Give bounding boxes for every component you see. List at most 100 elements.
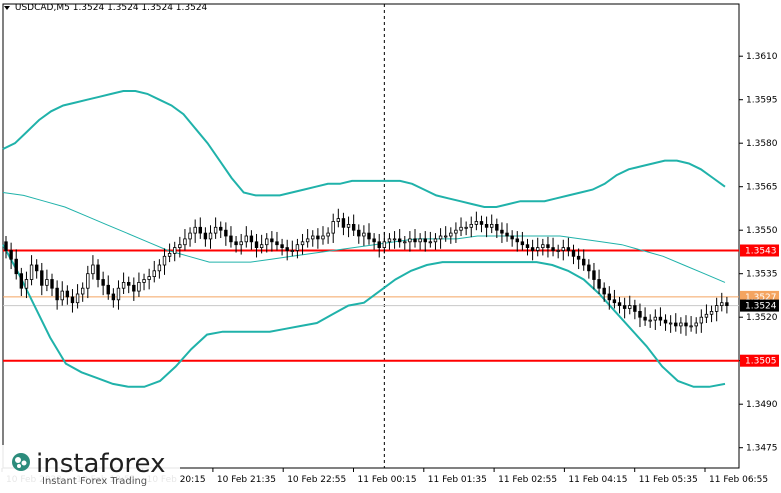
candle-body	[285, 247, 289, 251]
symbol-label: USDCAD,M5	[14, 3, 70, 13]
candle-body	[80, 287, 85, 295]
candle	[346, 216, 351, 238]
candle-body	[50, 279, 54, 289]
candle	[183, 229, 187, 251]
candle-body	[270, 238, 274, 243]
candle	[188, 227, 192, 247]
candle	[515, 231, 519, 252]
support-price-label: 1.3505	[745, 357, 777, 367]
candle-body	[183, 238, 187, 246]
candle	[694, 317, 698, 334]
candle-body	[469, 223, 473, 228]
candle-body	[643, 316, 647, 321]
candle-body	[346, 223, 351, 228]
candle-body	[510, 235, 514, 240]
candle	[142, 273, 146, 291]
current-price-label: 1.3524	[745, 302, 777, 312]
candle	[602, 282, 606, 302]
candle	[714, 297, 719, 322]
candle	[331, 213, 335, 243]
candle-body	[704, 313, 709, 318]
candle	[290, 240, 295, 257]
candle	[674, 313, 678, 332]
candle	[433, 233, 438, 250]
candle	[449, 227, 453, 244]
x-tick-label: 10 Feb 21:35	[217, 475, 276, 485]
candle-body	[45, 279, 49, 286]
support-price-tag	[740, 354, 779, 367]
candle-body	[96, 264, 100, 280]
candle-body	[341, 218, 346, 228]
x-tick-label: 11 Feb 04:15	[568, 475, 627, 485]
candle-body	[612, 299, 617, 304]
candle	[443, 226, 448, 242]
candle	[556, 244, 560, 259]
candle	[536, 237, 540, 257]
candle-body	[75, 293, 80, 304]
candle-body	[213, 226, 218, 234]
dropdown-triangle-icon[interactable]	[4, 5, 10, 10]
candle	[633, 299, 637, 320]
candle	[576, 248, 581, 270]
candle	[490, 214, 494, 234]
candle-body	[617, 302, 622, 307]
level-price-label: 1.3527	[745, 293, 777, 303]
watermark-backdrop	[0, 445, 180, 489]
candle-body	[55, 287, 59, 301]
candle-body	[392, 238, 397, 241]
candle-body	[34, 264, 39, 272]
candles-layer	[4, 208, 729, 336]
candle	[132, 277, 136, 301]
candle-body	[694, 322, 698, 327]
candle-body	[403, 241, 407, 244]
watermark: instaforex Instant Forex Trading	[0, 445, 180, 489]
candle	[454, 222, 458, 243]
y-tick-label: 1.3610	[746, 52, 778, 62]
candle-body	[193, 226, 197, 234]
candle-body	[147, 276, 151, 280]
candle-body	[725, 302, 729, 307]
current-price-tag	[740, 299, 779, 312]
candle-body	[300, 241, 305, 246]
grid-layer	[2, 3, 740, 469]
candle	[80, 282, 85, 302]
candle	[699, 309, 704, 333]
candle-body	[40, 270, 44, 286]
candle-body	[316, 235, 320, 240]
candle	[116, 280, 121, 310]
candle-body	[679, 322, 683, 327]
candle-body	[208, 232, 213, 240]
candle-body	[244, 235, 248, 243]
candle-body	[203, 232, 208, 240]
candle-body	[387, 238, 392, 243]
y-tick-label: 1.3595	[746, 96, 778, 106]
candle-body	[60, 290, 64, 301]
candle	[239, 233, 243, 255]
candle	[546, 236, 550, 258]
y-tick-label: 1.3520	[746, 313, 778, 323]
price-axis[interactable]: 1.3610 1.3595 1.3580 1.3565 1.3550 1.3535 1.35…	[739, 52, 779, 454]
candle	[689, 316, 693, 332]
candle-body	[622, 305, 627, 309]
candle-body	[658, 316, 663, 321]
candle-body	[351, 223, 356, 231]
resistance-price-label: 1.3543	[745, 247, 777, 257]
x-tick-label: 11 Feb 01:35	[428, 475, 487, 485]
candle	[525, 238, 530, 256]
candle	[137, 272, 141, 297]
candle	[505, 223, 509, 242]
candle-body	[668, 322, 673, 325]
candle	[106, 275, 110, 300]
candle	[658, 307, 663, 326]
candle	[91, 255, 95, 280]
candle	[638, 303, 642, 328]
candle	[612, 289, 617, 309]
instaforex-logo-icon	[12, 453, 30, 471]
candle-body	[326, 232, 330, 237]
candle	[213, 217, 218, 239]
candle	[622, 297, 627, 319]
candle	[326, 227, 330, 244]
candle-body	[638, 310, 642, 318]
